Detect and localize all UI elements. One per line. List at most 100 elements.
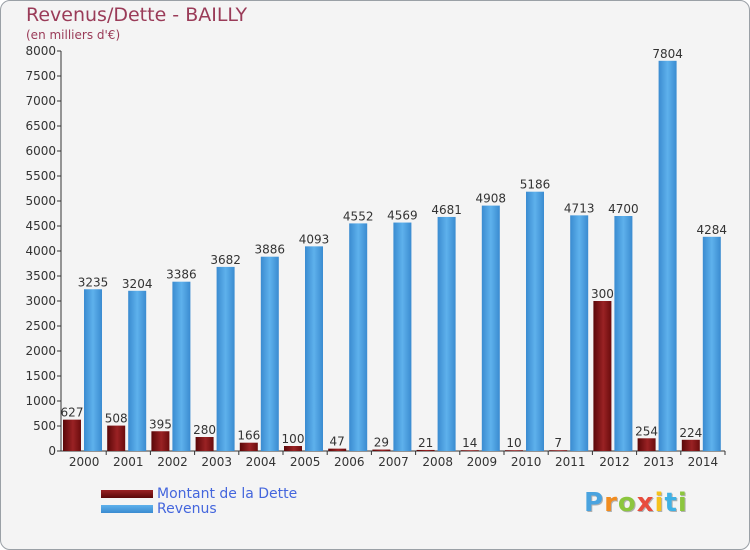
debt-bar — [505, 450, 523, 451]
debt-bar — [549, 450, 568, 451]
debt-bar — [328, 448, 347, 451]
debt-value-label: 300 — [591, 287, 614, 301]
debt-value-label: 627 — [61, 406, 84, 420]
revenus-value-label: 5186 — [520, 178, 551, 192]
legend-label-debt: Montant de la Dette — [157, 486, 298, 502]
chart-title: Revenus/Dette - BAILLY — [26, 4, 248, 26]
revenus-value-label: 4569 — [387, 209, 418, 223]
revenus-bar — [172, 281, 191, 451]
logo-letter: o — [617, 488, 637, 518]
revenus-bar — [614, 216, 633, 451]
logo-letter: i — [654, 488, 665, 518]
debt-value-label: 21 — [418, 436, 433, 450]
revenus-value-label: 3886 — [255, 243, 286, 257]
y-tick-label: 6500 — [25, 119, 56, 133]
revenus-value-label: 4700 — [608, 202, 639, 216]
x-tick-label: 2000 — [69, 455, 100, 469]
x-tick-label: 2002 — [157, 455, 188, 469]
x-tick-label: 2010 — [511, 455, 542, 469]
y-tick-label: 1500 — [25, 369, 56, 383]
x-tick-label: 2003 — [201, 455, 232, 469]
y-tick-label: 5500 — [25, 169, 56, 183]
revenus-value-label: 4284 — [697, 223, 728, 237]
legend-swatch-revenus — [101, 505, 153, 513]
revenus-bar — [216, 266, 235, 451]
x-tick-label: 2001 — [113, 455, 144, 469]
debt-value-label: 14 — [462, 436, 477, 450]
chart-subtitle: (en milliers d'€) — [26, 28, 121, 42]
x-tick-label: 2007 — [378, 455, 409, 469]
debt-value-label: 395 — [149, 417, 172, 431]
y-tick-label: 5000 — [25, 194, 56, 208]
revenus-value-label: 3235 — [78, 275, 109, 289]
y-tick-label: 3500 — [25, 269, 56, 283]
logo-letter: P — [584, 488, 605, 518]
x-tick-label: 2008 — [422, 455, 453, 469]
debt-value-label: 166 — [237, 429, 260, 443]
debt-value-label: 29 — [374, 436, 389, 450]
revenus-value-label: 4552 — [343, 209, 374, 223]
x-tick-label: 2013 — [643, 455, 674, 469]
y-tick-label: 0 — [48, 444, 56, 458]
debt-bar — [416, 449, 435, 451]
y-tick-label: 3000 — [25, 294, 56, 308]
debt-bar — [593, 301, 612, 451]
revenus-bar — [526, 191, 544, 451]
debt-value-label: 7 — [554, 436, 562, 450]
revenus-bar — [84, 289, 102, 451]
bars — [63, 60, 721, 452]
debt-value-label: 10 — [506, 436, 521, 450]
debt-bar — [195, 437, 214, 451]
legend-swatch-debt — [101, 490, 153, 498]
y-tick-label: 8000 — [25, 44, 56, 58]
x-tick-label: 2005 — [290, 455, 321, 469]
revenus-value-label: 3682 — [210, 253, 241, 267]
revenus-value-label: 4681 — [431, 203, 462, 217]
y-tick-label: 500 — [33, 419, 56, 433]
y-tick-label: 6000 — [25, 144, 56, 158]
revenus-bar — [128, 290, 147, 451]
revenus-bar — [437, 216, 456, 451]
debt-value-label: 508 — [105, 412, 128, 426]
logo-letter: x — [636, 488, 655, 518]
data-labels: 627 508 395 280 166 100 47 29 21 14 10 7 300 254 224 32… — [61, 47, 728, 450]
x-tick-label: 2006 — [334, 455, 365, 469]
revenus-bar — [658, 60, 677, 452]
revenus-bar — [702, 236, 721, 451]
debt-value-label: 280 — [193, 423, 216, 437]
logo-letter: i — [677, 488, 688, 518]
revenus-value-label: 7804 — [652, 47, 683, 61]
x-tick-label: 2012 — [599, 455, 630, 469]
x-tick-label: 2009 — [467, 455, 498, 469]
debt-bar — [239, 442, 258, 451]
legend-label-revenus: Revenus — [157, 501, 217, 517]
y-tick-label: 4000 — [25, 244, 56, 258]
revenus-value-label: 3204 — [122, 277, 153, 291]
revenus-bar — [260, 256, 279, 451]
revenus-value-label: 4093 — [299, 232, 330, 246]
logo-letter: t — [664, 488, 678, 518]
x-tick-label: 2014 — [688, 455, 719, 469]
revenus-value-label: 4908 — [476, 192, 507, 206]
logo-letter: r — [604, 488, 618, 518]
revenus-bar — [349, 223, 368, 451]
debt-value-label: 254 — [635, 424, 658, 438]
y-tick-label: 2000 — [25, 344, 56, 358]
revenus-bar — [481, 205, 500, 451]
debt-bar — [63, 419, 81, 451]
debt-bar — [151, 431, 170, 451]
revenus-bar — [393, 222, 412, 451]
y-tick-label: 2500 — [25, 319, 56, 333]
axes: 0 500 1000 1500 2000 2500 3000 3500 4000 4500 5000… — [25, 44, 726, 469]
revenus-bar — [570, 215, 589, 451]
x-tick-label: 2004 — [246, 455, 277, 469]
revenus-value-label: 3386 — [166, 268, 197, 282]
y-tick-label: 1000 — [25, 394, 56, 408]
x-tick-label: 2011 — [555, 455, 586, 469]
debt-bar — [637, 438, 656, 451]
proxiti-logo: Proxiti — [584, 488, 688, 518]
debt-value-label: 100 — [282, 432, 305, 446]
revenus-value-label: 4713 — [564, 201, 595, 215]
revenus-bar — [305, 246, 323, 451]
